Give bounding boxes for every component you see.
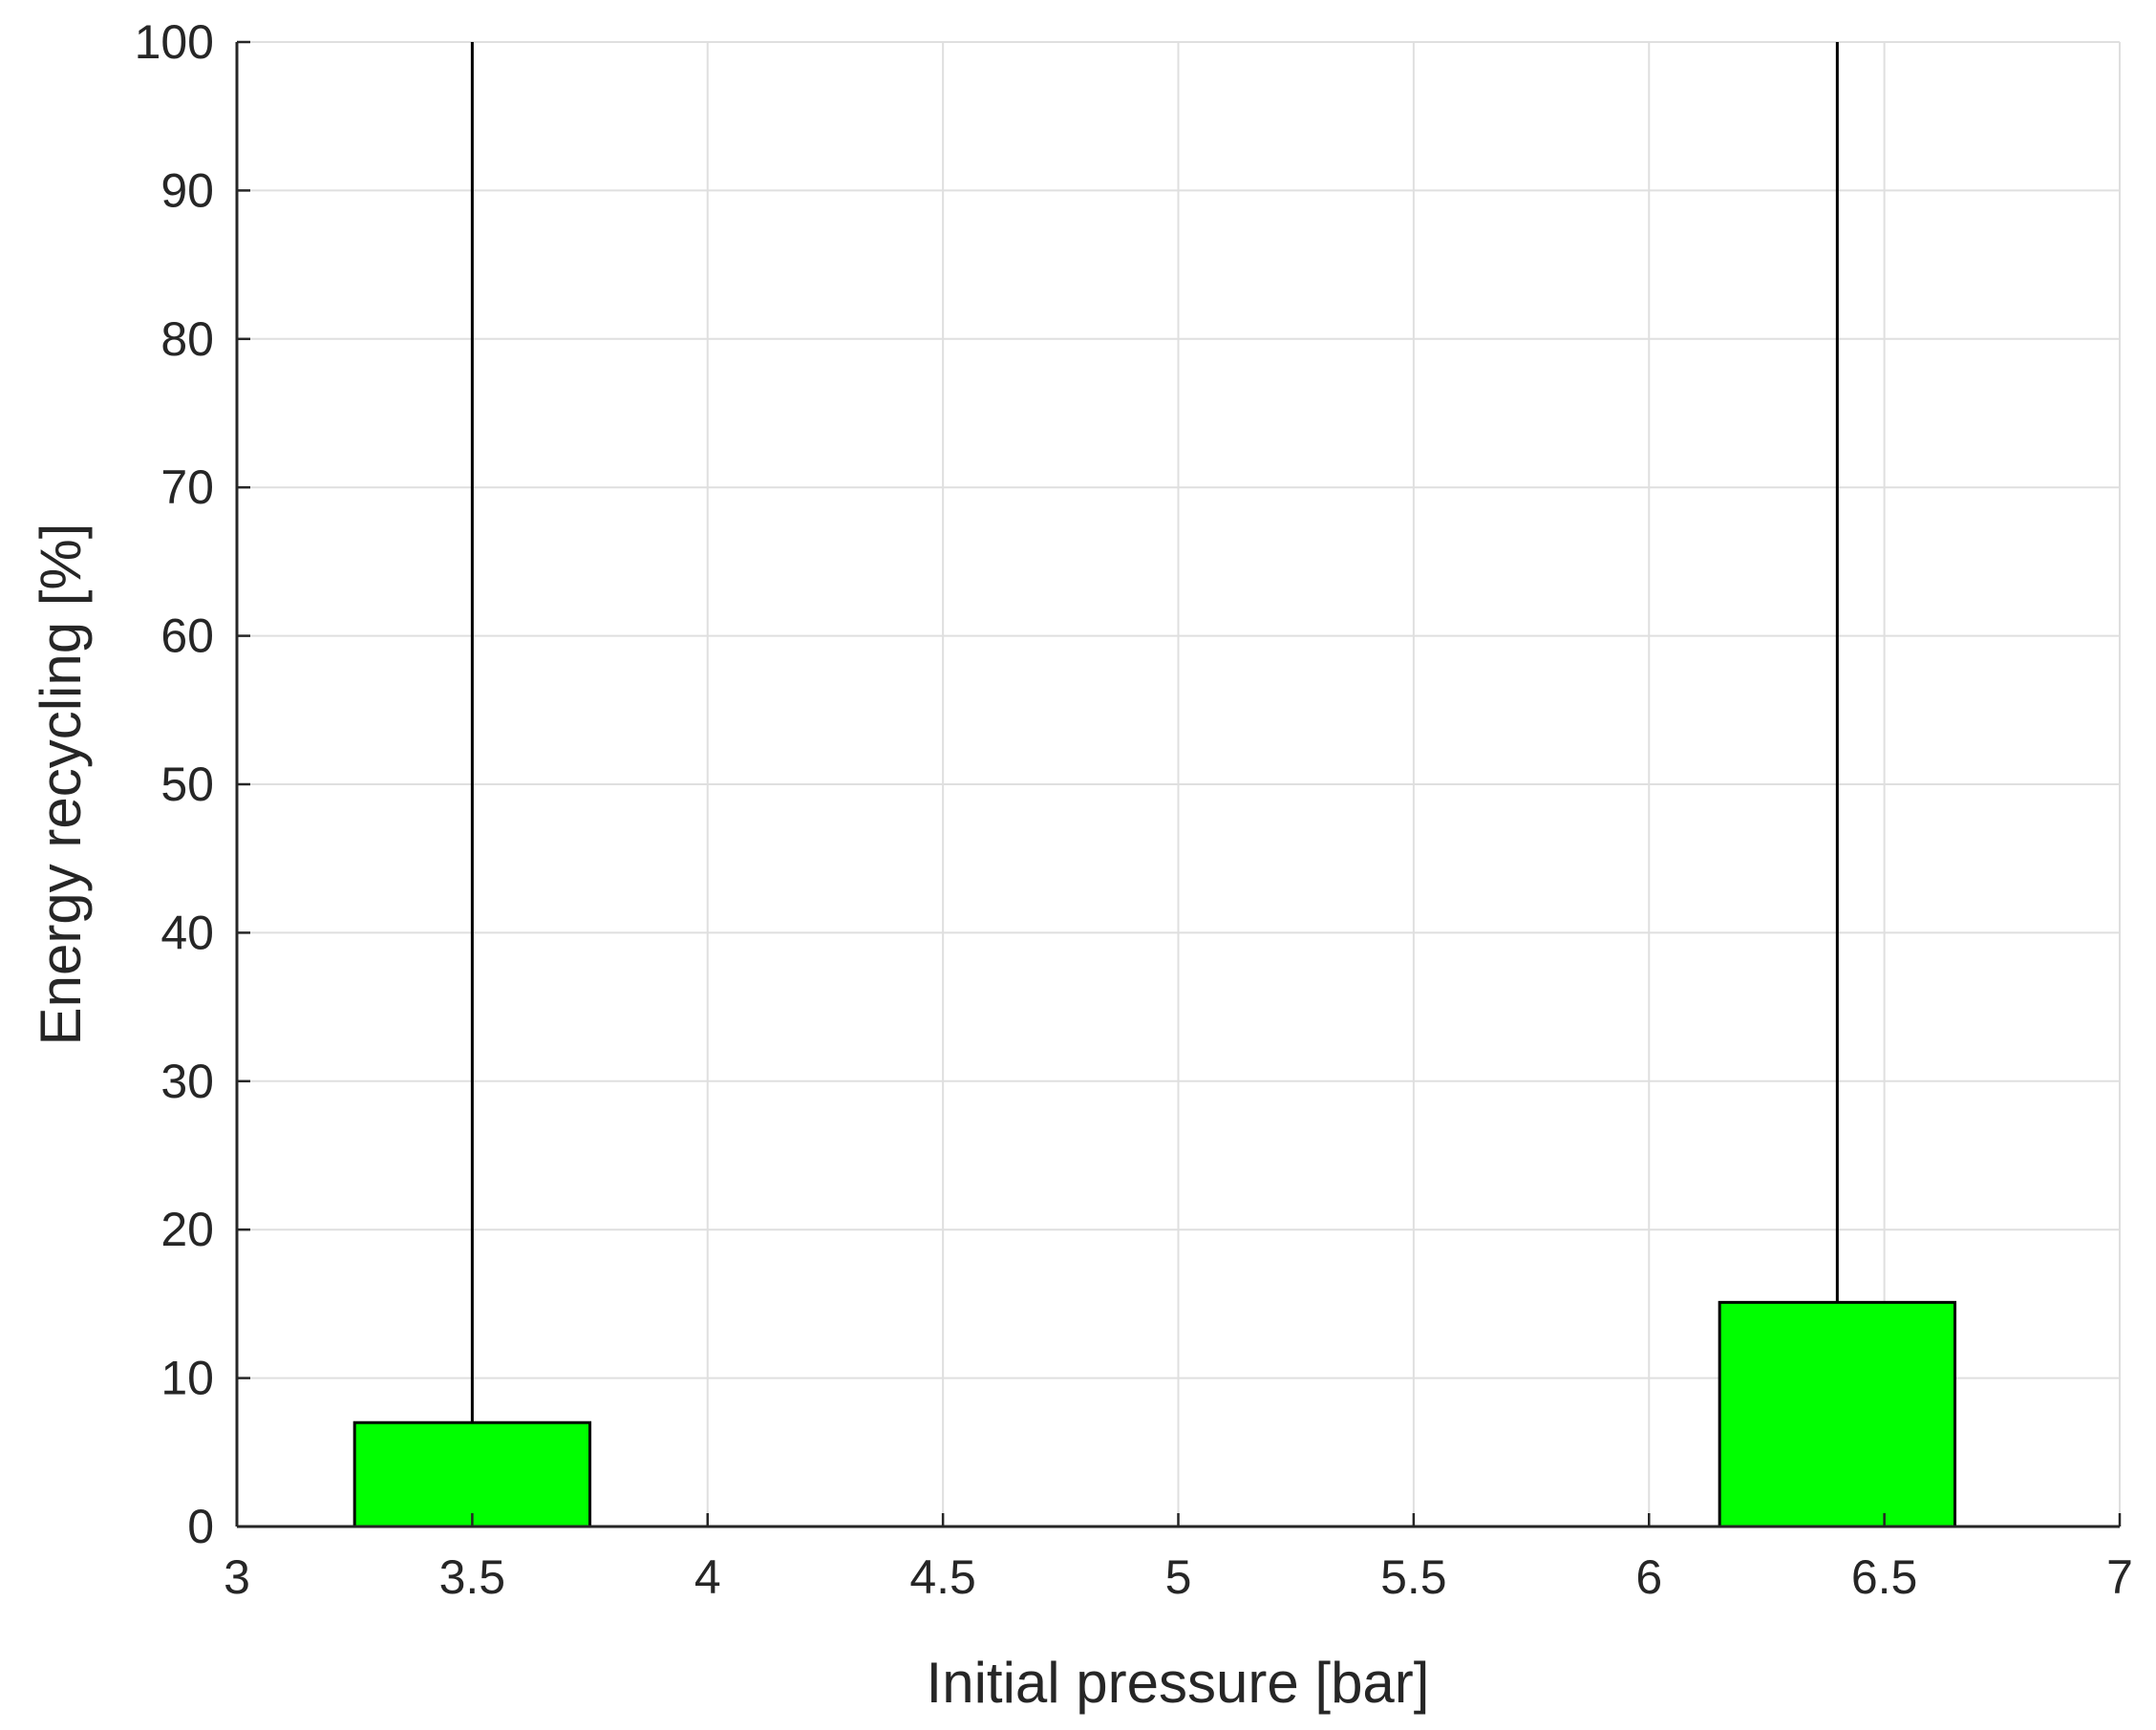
y-tick-label: 10 <box>160 1352 214 1405</box>
plot-area <box>352 42 1957 1527</box>
x-tick-label: 6 <box>1635 1550 1662 1604</box>
y-tick-label: 50 <box>160 758 214 811</box>
y-tick-label: 70 <box>160 460 214 514</box>
x-axis-label: Initial pressure [bar] <box>927 1651 1430 1715</box>
y-tick-label: 100 <box>135 15 214 69</box>
y-tick-label: 60 <box>160 609 214 663</box>
y-axis-label: Energy recycling [%] <box>29 523 93 1046</box>
x-tick-label: 7 <box>2106 1550 2133 1604</box>
x-tick-label: 5 <box>1165 1550 1192 1604</box>
axes: 0 10 20 30 40 50 60 70 80 90 100 3 3.5 4 4.5 5 5.5 6 6.5 7 <box>135 15 2133 1604</box>
y-tick-label: 30 <box>160 1055 214 1108</box>
y-tick-label: 20 <box>160 1203 214 1256</box>
y-tick-label: 0 <box>187 1500 214 1553</box>
x-tick-label: 4 <box>694 1550 721 1604</box>
bar <box>1718 1300 1957 1527</box>
bar <box>352 1420 592 1527</box>
y-tick-label: 80 <box>160 312 214 366</box>
x-tick-label: 3.5 <box>439 1550 506 1604</box>
y-tick-label: 90 <box>160 163 214 217</box>
y-tick-label: 40 <box>160 906 214 959</box>
x-tick-label: 3 <box>224 1550 250 1604</box>
x-tick-label: 6.5 <box>1851 1550 1918 1604</box>
x-tick-label: 4.5 <box>909 1550 976 1604</box>
x-tick-label: 5.5 <box>1380 1550 1447 1604</box>
